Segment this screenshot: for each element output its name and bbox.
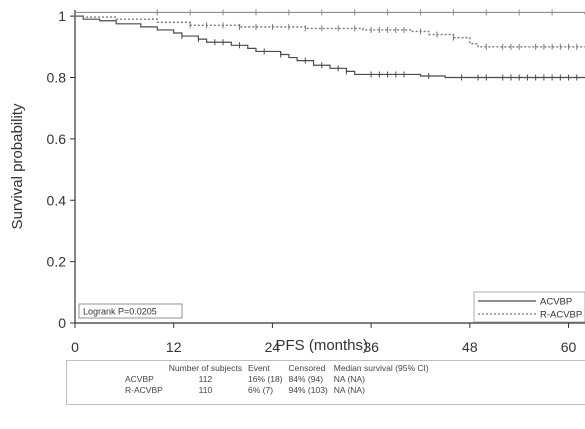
chart-axes xyxy=(70,10,585,328)
y-tick-label: 0.2 xyxy=(47,254,67,270)
x-tick-label: 24 xyxy=(265,339,281,355)
series-line-r-acvbp xyxy=(75,15,585,48)
event-value: 6% (7) xyxy=(248,385,274,395)
chart-legend: ACVBP R-ACVBP xyxy=(473,291,585,323)
x-tick-label: 48 xyxy=(462,339,478,355)
x-tick-label: 0 xyxy=(71,339,79,355)
event-value: 16% (18) xyxy=(248,374,283,384)
median-value: NA (NA) xyxy=(333,385,365,395)
censored-value: 94% (103) xyxy=(288,385,328,395)
subjects-count: 110 xyxy=(198,385,213,395)
annotation-box: Logrank P=0.0205 xyxy=(78,303,183,319)
summary-table: Number of subjects Event Censored Median… xyxy=(66,360,585,405)
annotation-frame xyxy=(78,303,183,319)
table-row: R-ACVBP 110 6% (7) 94% (103) NA (NA) xyxy=(125,385,435,396)
chart-marks xyxy=(75,9,585,81)
legend-label: ACVBP xyxy=(540,297,572,308)
y-tick-label: 1 xyxy=(58,8,66,24)
y-tick-label: 0.8 xyxy=(47,70,67,86)
annotation-text: Logrank P=0.0205 xyxy=(83,307,157,317)
legend-frame xyxy=(473,291,585,323)
y-tick-label: 0 xyxy=(58,315,66,331)
x-tick-label: 36 xyxy=(363,339,379,355)
censored-value: 84% (94) xyxy=(288,374,324,384)
x-tick-label: 60 xyxy=(561,339,577,355)
table-row: ACVBP 112 16% (18) 84% (94) NA (NA) xyxy=(125,374,435,385)
group-column-header xyxy=(125,363,169,374)
x-tick-label: 12 xyxy=(166,339,182,355)
y-tick-label: 0.4 xyxy=(47,192,67,208)
censored-column-header: Censored xyxy=(288,363,326,373)
y-axis-title: Survival probability xyxy=(9,103,26,229)
chart-labels: 0 0.2 0.4 0.6 0.8 1 0 12 24 36 48 60 PFS (months) Sur… xyxy=(9,8,577,355)
group-name: R-ACVBP xyxy=(125,385,163,395)
summary-grid: Number of subjects Event Censored Median… xyxy=(125,363,435,396)
subjects-count: 112 xyxy=(198,374,213,384)
median-value: NA (NA) xyxy=(333,374,365,384)
subjects-column-header: Number of subjects xyxy=(168,363,243,373)
x-axis-title: PFS (months) xyxy=(276,337,369,354)
legend-label: R-ACVBP xyxy=(540,310,582,321)
event-column-header: Event xyxy=(248,363,270,373)
series-line-reference xyxy=(75,11,585,15)
summary-header-row: Number of subjects Event Censored Median… xyxy=(125,363,435,374)
median-column-header: Median survival (95% CI) xyxy=(333,363,429,373)
group-name: ACVBP xyxy=(125,374,154,384)
y-tick-label: 0.6 xyxy=(47,131,67,147)
